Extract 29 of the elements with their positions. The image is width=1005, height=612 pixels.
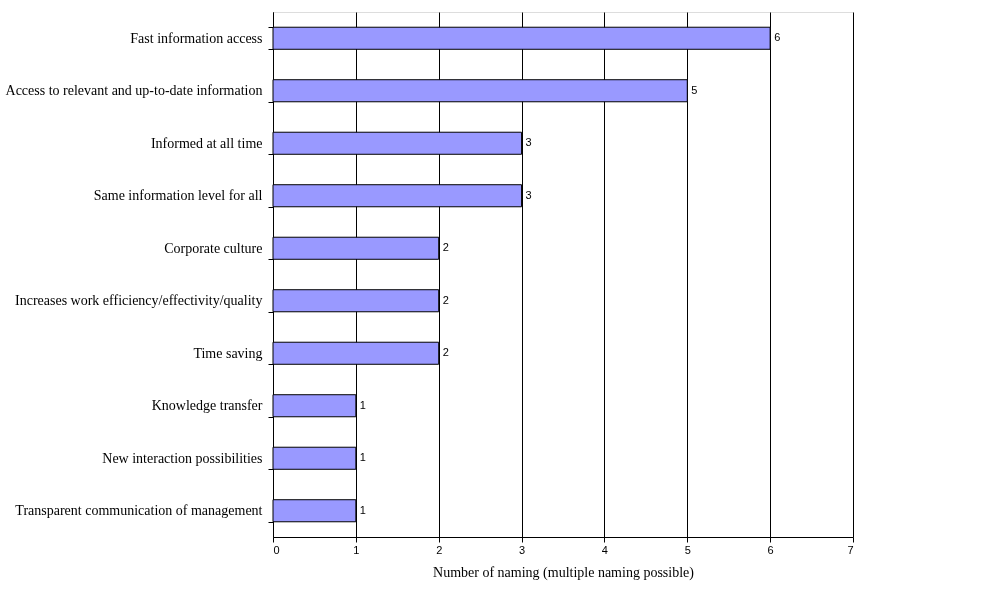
x-tick-label: 5 <box>684 543 691 556</box>
y-tick-label: New interaction possibilities <box>102 450 263 466</box>
x-axis-title: Number of naming (multiple naming possible) <box>433 564 695 581</box>
y-tick-label: Knowledge transfer <box>151 398 263 414</box>
y-tick-label: Corporate culture <box>164 240 263 256</box>
data-label: 2 <box>442 346 449 359</box>
y-tick-label: Time saving <box>193 345 263 361</box>
data-label: 1 <box>359 451 366 464</box>
y-tick-label: Same information level for all <box>93 188 263 204</box>
data-label: 1 <box>359 398 366 411</box>
x-tick-label: 4 <box>601 543 608 556</box>
x-tick-label: 7 <box>847 543 854 556</box>
data-label: 1 <box>359 503 366 516</box>
y-tick-label: Transparent communication of management <box>15 503 263 519</box>
data-label: 3 <box>525 136 532 149</box>
x-tick-label: 6 <box>767 543 774 556</box>
data-label: 3 <box>525 188 532 201</box>
data-label: 6 <box>774 31 781 44</box>
data-label: 5 <box>691 83 698 96</box>
data-label: 2 <box>442 241 449 254</box>
y-tick-label: Increases work efficiency/effectivity/quality <box>15 293 263 309</box>
x-tick-label: 1 <box>353 543 360 556</box>
y-tick-label: Fast information access <box>130 30 263 46</box>
y-tick-label: Access to relevant and up-to-date information <box>5 83 263 99</box>
data-label: 2 <box>442 293 449 306</box>
x-tick-label: 2 <box>436 543 443 556</box>
y-tick-label: Informed at all time <box>150 135 263 151</box>
x-tick-label: 3 <box>519 543 526 556</box>
x-tick-label: 0 <box>273 543 280 556</box>
